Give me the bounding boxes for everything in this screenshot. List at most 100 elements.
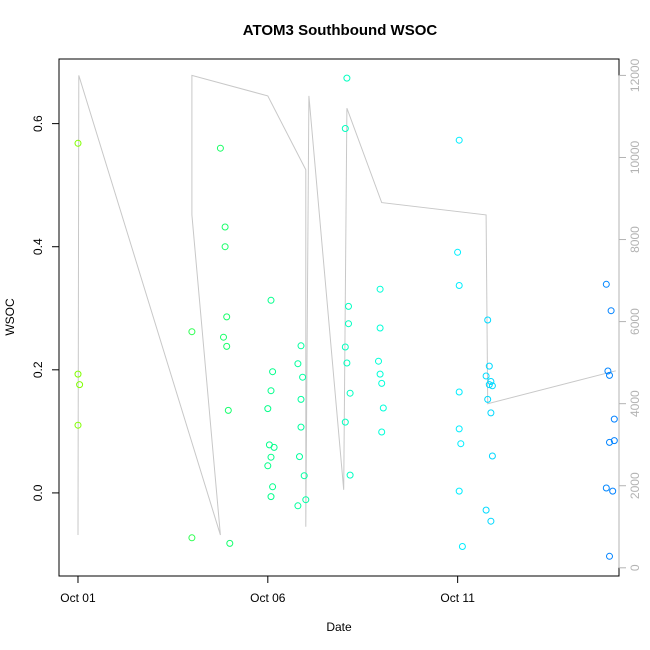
- data-point: [376, 324, 384, 332]
- y-tick-label: 0.4: [31, 238, 45, 255]
- chart-title: ATOM3 Southbound WSOC: [243, 22, 438, 39]
- data-point: [269, 368, 277, 376]
- x-axis: Oct 01 Oct 06 Oct 11: [60, 575, 475, 605]
- x-tick-label: Oct 01: [60, 591, 96, 605]
- data-point: [270, 443, 278, 451]
- x-tick-label: Oct 06: [250, 591, 286, 605]
- data-point: [264, 405, 272, 413]
- data-point: [458, 543, 466, 550]
- data-point: [341, 418, 349, 426]
- data-point: [457, 440, 465, 448]
- data-point: [264, 462, 272, 470]
- data-point: [300, 472, 308, 480]
- data-point: [341, 125, 349, 132]
- y-axis-right: 0 2000 4000 6000 8000 10000 12000: [618, 58, 642, 571]
- data-point: [485, 381, 493, 389]
- data-point: [610, 415, 618, 423]
- altitude-series-layer: [77, 74, 616, 536]
- y2-tick-label: 6000: [628, 308, 642, 335]
- data-point: [345, 302, 352, 310]
- y2-tick-label: 0: [628, 564, 642, 571]
- data-point: [484, 395, 492, 403]
- data-point: [224, 406, 232, 414]
- data-point: [220, 333, 227, 341]
- data-point: [606, 552, 613, 560]
- data-point: [267, 296, 275, 304]
- data-point: [610, 437, 618, 445]
- y2-tick-label: 10000: [628, 140, 642, 174]
- data-point: [216, 144, 224, 152]
- data-point: [74, 370, 82, 378]
- y2-tick-label: 2000: [628, 472, 642, 499]
- y-axis-label: WSOC: [3, 298, 17, 336]
- data-point: [607, 307, 615, 315]
- points-layer: [74, 74, 618, 560]
- data-point: [294, 502, 302, 510]
- data-point: [226, 539, 234, 547]
- altitude-line: [77, 74, 616, 536]
- data-point: [376, 285, 384, 293]
- y2-tick-label: 8000: [628, 226, 642, 253]
- data-point: [74, 421, 82, 429]
- y2-tick-label: 12000: [628, 58, 642, 92]
- data-point: [455, 487, 463, 495]
- y-tick-label: 0.6: [31, 115, 45, 132]
- data-point: [294, 360, 302, 368]
- data-point: [346, 389, 354, 397]
- data-point: [455, 136, 463, 144]
- data-point: [488, 452, 496, 460]
- data-point: [487, 409, 495, 417]
- data-point: [604, 367, 612, 375]
- y2-tick-label: 4000: [628, 390, 642, 417]
- data-point: [297, 342, 305, 350]
- data-point: [221, 223, 229, 231]
- data-point: [346, 471, 354, 479]
- data-point: [223, 313, 231, 321]
- data-point: [482, 506, 490, 514]
- data-point: [74, 139, 82, 147]
- data-point: [76, 381, 84, 389]
- data-point: [343, 359, 351, 367]
- data-point: [375, 357, 382, 365]
- data-point: [267, 493, 275, 501]
- y-tick-label: 0.0: [31, 484, 45, 501]
- data-point: [602, 484, 610, 492]
- data-point: [297, 423, 305, 431]
- data-point: [296, 453, 303, 461]
- data-point: [485, 362, 493, 370]
- data-point: [343, 74, 351, 82]
- data-point: [488, 382, 496, 390]
- y-tick-label: 0.2: [31, 361, 45, 378]
- data-point: [267, 453, 275, 461]
- data-point: [606, 371, 613, 379]
- x-tick-label: Oct 11: [440, 591, 475, 605]
- data-point: [378, 428, 386, 436]
- data-point: [188, 328, 196, 336]
- data-point: [297, 395, 305, 403]
- data-point: [299, 373, 307, 381]
- data-point: [602, 280, 610, 288]
- x-axis-label: Date: [326, 620, 352, 634]
- data-point: [223, 342, 231, 350]
- data-point: [606, 438, 613, 446]
- data-point: [341, 343, 349, 351]
- data-point: [302, 496, 310, 504]
- data-point: [482, 372, 490, 380]
- data-point: [269, 483, 277, 491]
- data-point: [379, 404, 387, 412]
- data-point: [221, 243, 229, 251]
- data-point: [188, 534, 196, 542]
- data-point: [454, 248, 462, 256]
- data-point: [378, 379, 386, 387]
- data-point: [455, 388, 463, 396]
- data-point: [484, 316, 492, 324]
- data-point: [376, 370, 384, 378]
- data-point: [455, 425, 463, 433]
- data-point: [267, 387, 275, 395]
- data-point: [345, 320, 352, 328]
- data-point: [609, 487, 617, 495]
- y-axis-left: 0.0 0.2 0.4 0.6: [31, 115, 60, 501]
- data-point: [455, 282, 463, 289]
